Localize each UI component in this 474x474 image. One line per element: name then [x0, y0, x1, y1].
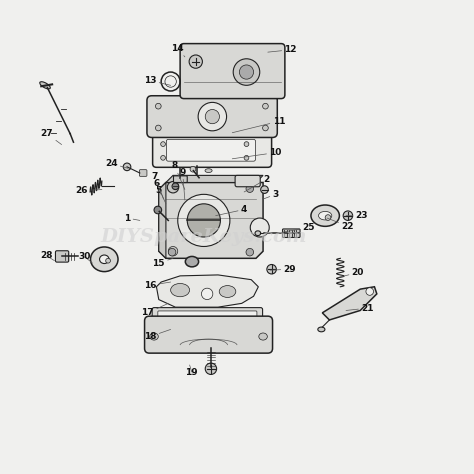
Text: 25: 25 [282, 223, 315, 232]
Circle shape [325, 215, 331, 220]
Circle shape [198, 102, 227, 131]
Polygon shape [159, 182, 166, 258]
Text: 29: 29 [270, 265, 296, 273]
Text: 10: 10 [232, 148, 282, 159]
FancyBboxPatch shape [173, 176, 187, 182]
Circle shape [366, 288, 374, 295]
Ellipse shape [259, 333, 267, 340]
Ellipse shape [100, 255, 109, 264]
Circle shape [244, 142, 249, 146]
Circle shape [233, 59, 260, 85]
Ellipse shape [150, 333, 158, 340]
Ellipse shape [318, 327, 325, 332]
FancyBboxPatch shape [147, 96, 277, 137]
Circle shape [250, 218, 269, 237]
Circle shape [246, 248, 254, 256]
Circle shape [106, 258, 110, 263]
Text: 18: 18 [144, 329, 171, 341]
Circle shape [246, 185, 254, 192]
Circle shape [343, 211, 353, 220]
Circle shape [189, 55, 202, 68]
Circle shape [167, 182, 179, 193]
Ellipse shape [91, 247, 118, 272]
FancyBboxPatch shape [180, 44, 285, 99]
Text: 17: 17 [141, 303, 168, 317]
Text: 26: 26 [75, 186, 102, 195]
Circle shape [161, 142, 165, 146]
FancyBboxPatch shape [153, 132, 272, 167]
Circle shape [190, 166, 196, 172]
FancyBboxPatch shape [55, 251, 69, 262]
Text: 8: 8 [172, 162, 185, 190]
Text: 11: 11 [232, 117, 285, 133]
Circle shape [267, 264, 276, 274]
Circle shape [187, 204, 220, 237]
Polygon shape [322, 287, 377, 320]
Text: 20: 20 [339, 268, 364, 277]
Circle shape [155, 103, 161, 109]
Circle shape [155, 125, 161, 131]
Text: 23: 23 [346, 211, 368, 220]
FancyBboxPatch shape [166, 139, 255, 161]
Polygon shape [156, 275, 258, 307]
Circle shape [263, 125, 268, 131]
Text: 15: 15 [153, 258, 173, 267]
FancyBboxPatch shape [158, 311, 257, 319]
Ellipse shape [40, 82, 50, 89]
Text: 22: 22 [327, 218, 354, 230]
Text: 16: 16 [144, 281, 171, 290]
Circle shape [205, 363, 217, 374]
Circle shape [172, 183, 179, 190]
Text: 12: 12 [268, 46, 297, 54]
Circle shape [201, 288, 213, 300]
Text: 2: 2 [244, 175, 269, 192]
Text: 1: 1 [124, 214, 140, 222]
Text: 3: 3 [263, 190, 279, 199]
Text: 28: 28 [41, 252, 55, 261]
FancyBboxPatch shape [283, 229, 300, 237]
Ellipse shape [255, 231, 261, 236]
Circle shape [123, 163, 131, 171]
Text: 30: 30 [79, 253, 92, 263]
Circle shape [205, 109, 219, 124]
FancyBboxPatch shape [235, 175, 260, 187]
Circle shape [161, 155, 165, 160]
Text: 5: 5 [155, 186, 161, 195]
FancyBboxPatch shape [139, 170, 147, 176]
Polygon shape [166, 175, 263, 182]
Ellipse shape [319, 211, 332, 220]
Circle shape [178, 194, 230, 246]
Circle shape [178, 176, 182, 181]
Text: 21: 21 [346, 304, 374, 312]
Text: 13: 13 [144, 76, 171, 85]
Circle shape [168, 246, 178, 256]
Ellipse shape [165, 76, 176, 87]
Circle shape [193, 160, 201, 167]
Ellipse shape [205, 169, 212, 173]
Ellipse shape [311, 205, 339, 226]
Circle shape [244, 155, 249, 160]
Text: 6: 6 [154, 180, 166, 204]
Text: 27: 27 [40, 129, 62, 145]
Text: DIYSpareKeys.com: DIYSpareKeys.com [100, 228, 307, 246]
Text: 7: 7 [152, 172, 164, 199]
Text: 14: 14 [171, 44, 185, 57]
Ellipse shape [219, 285, 236, 298]
Ellipse shape [185, 256, 199, 267]
FancyBboxPatch shape [145, 316, 273, 353]
Circle shape [263, 103, 268, 109]
Text: 24: 24 [105, 159, 128, 168]
Text: 9: 9 [180, 168, 186, 200]
Circle shape [168, 248, 176, 256]
Text: 19: 19 [185, 365, 198, 376]
Text: 4: 4 [216, 205, 247, 216]
FancyBboxPatch shape [152, 308, 263, 322]
Polygon shape [159, 182, 263, 258]
Ellipse shape [171, 283, 190, 297]
Circle shape [154, 206, 162, 214]
Circle shape [239, 65, 254, 79]
Circle shape [261, 186, 268, 193]
